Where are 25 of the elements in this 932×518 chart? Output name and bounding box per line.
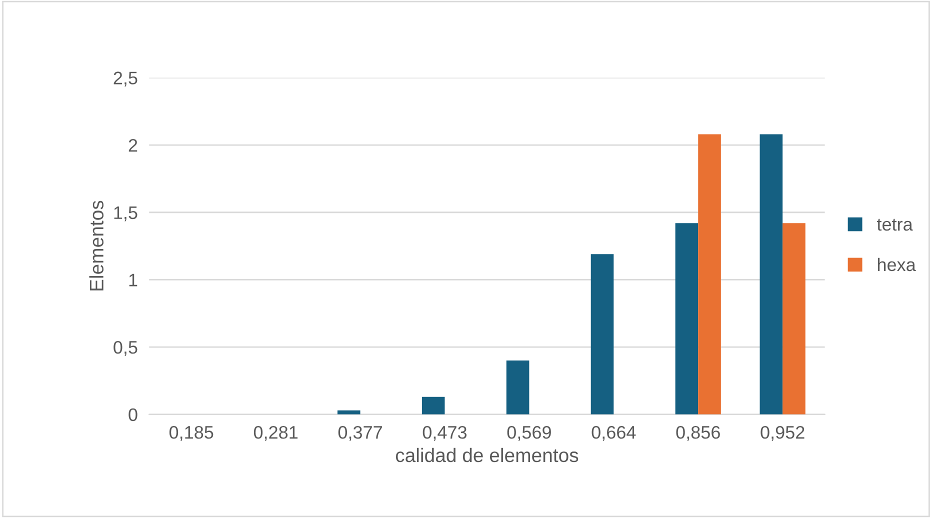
x-tick-label: 0,856	[676, 426, 720, 441]
x-axis-title: calidad de elementos	[396, 448, 578, 462]
x-tick-label: 0,377	[338, 426, 382, 441]
x-tick-label: 0,473	[422, 426, 467, 441]
x-tick-label: 0,281	[254, 426, 298, 441]
legend-label: tetra	[876, 218, 913, 231]
bar	[782, 223, 806, 414]
bar	[698, 134, 721, 414]
y-tick-label: 0,5	[114, 340, 138, 356]
y-tick-label: 2,5	[114, 72, 138, 87]
y-tick-label: 2	[128, 138, 138, 152]
y-tick-label: 1,5	[114, 206, 138, 222]
y-axis-title: Elementos	[89, 200, 104, 290]
bar	[760, 134, 783, 414]
bar	[675, 223, 698, 414]
y-tick-label: 0	[128, 408, 138, 422]
bar	[422, 396, 445, 414]
bar	[590, 254, 614, 414]
x-tick-label: 0,664	[592, 426, 636, 441]
bar	[506, 360, 530, 414]
legend-label: hexa	[878, 258, 916, 272]
x-tick-label: 0,569	[507, 426, 551, 441]
x-tick-label: 0,185	[169, 426, 214, 441]
y-tick-label: 1	[129, 274, 138, 286]
x-tick-label: 0,952	[760, 426, 804, 441]
